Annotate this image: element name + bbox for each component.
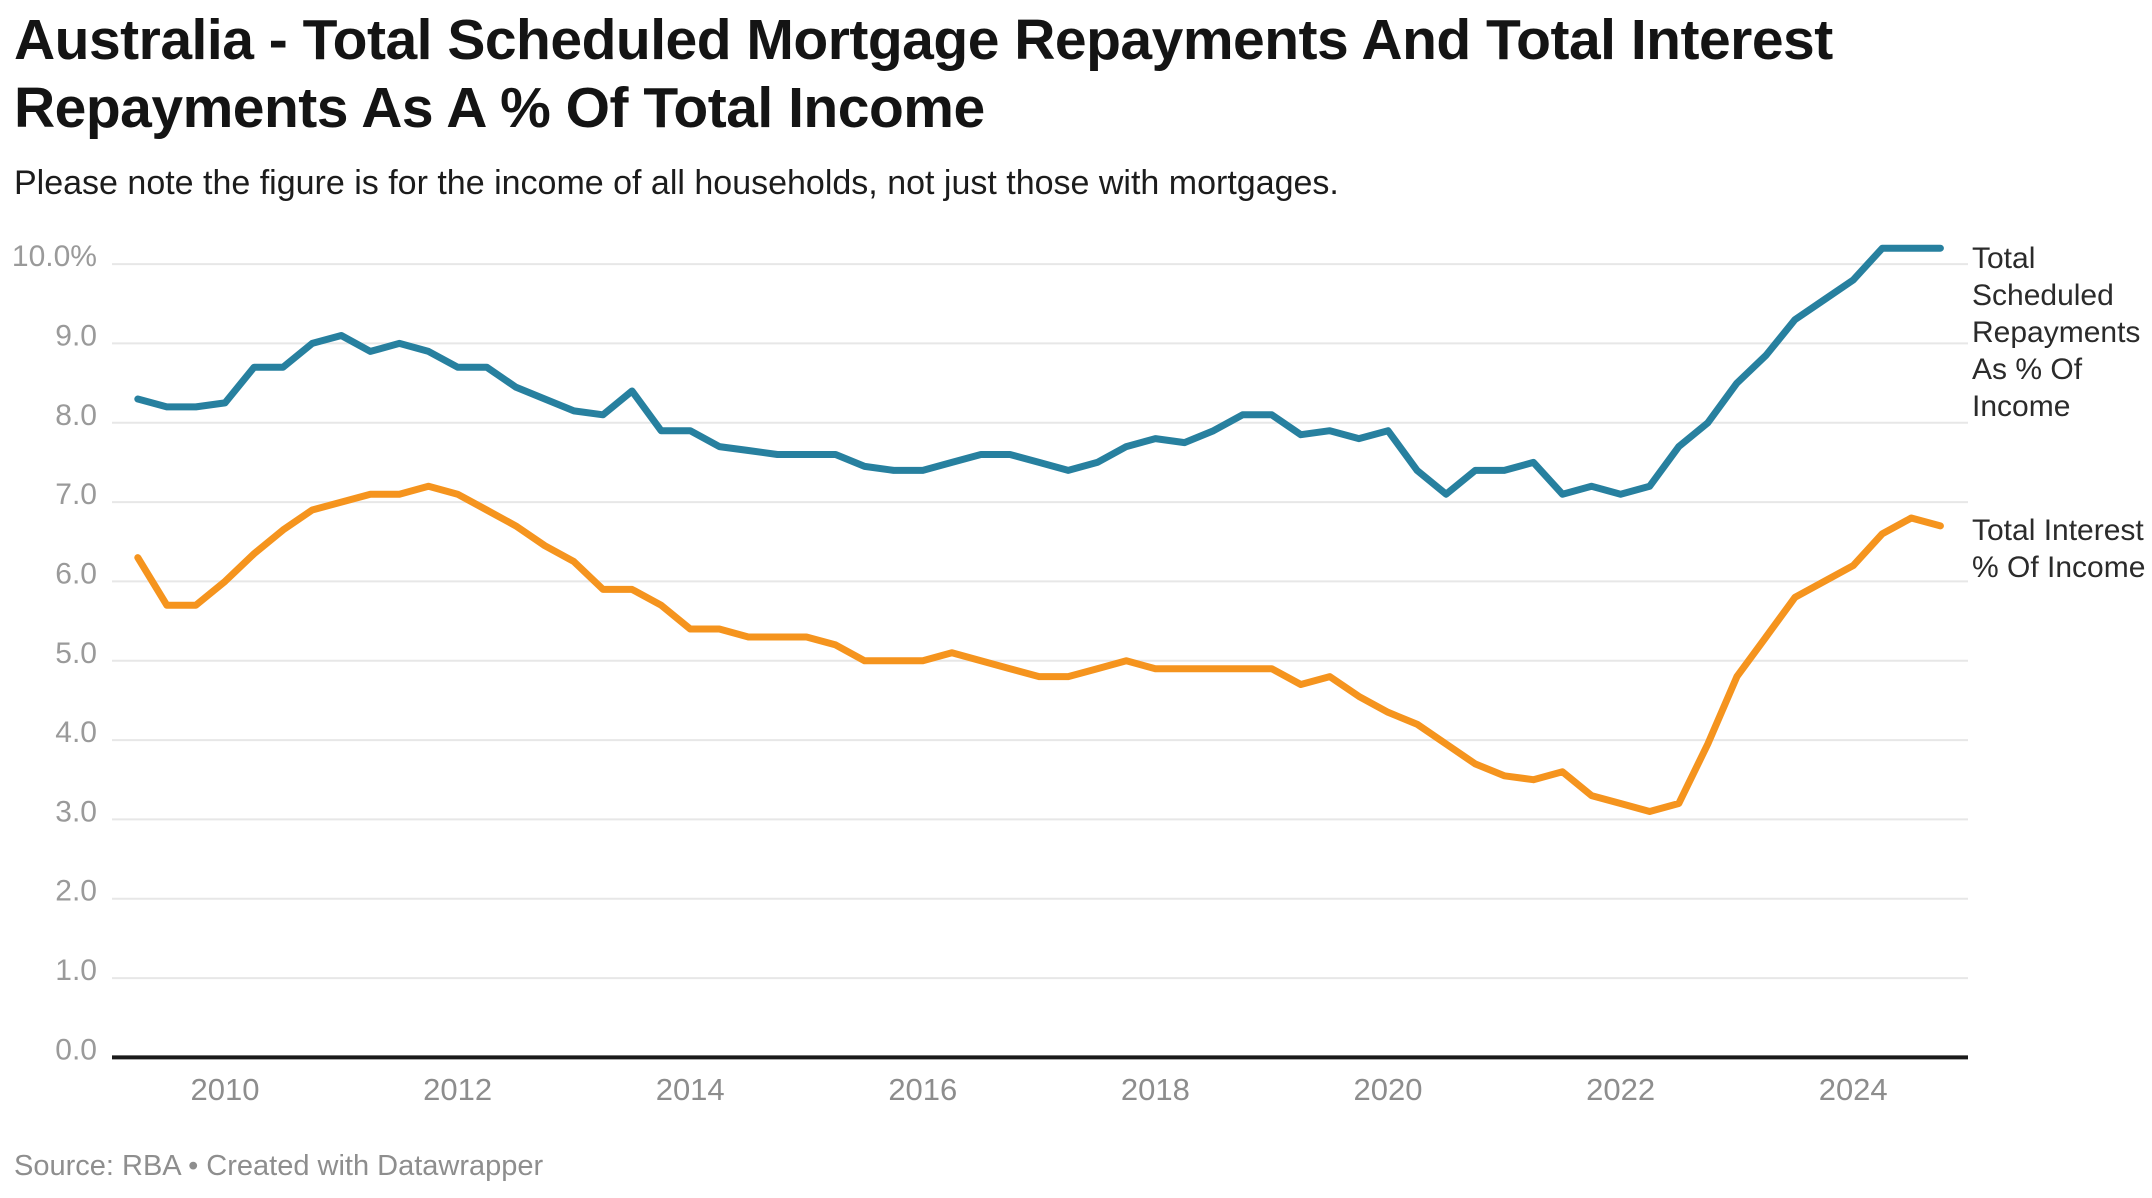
y-axis-label: 1.0 [55, 954, 97, 987]
y-axis-label: 9.0 [55, 319, 97, 352]
series-line-scheduled-repayments [134, 244, 1944, 498]
y-axis-label: 10.0% [12, 240, 97, 273]
y-axis-label: 0.0 [55, 1033, 97, 1066]
x-axis-label: 2014 [656, 1072, 725, 1107]
y-axis-label: 2.0 [55, 875, 97, 908]
x-axis-label: 2020 [1354, 1072, 1423, 1107]
y-axis-label: 8.0 [55, 399, 97, 432]
chart-title-line2: Repayments As A % Of Total Income [14, 76, 985, 140]
series-line-total-interest [134, 482, 1944, 815]
y-axis-label: 7.0 [55, 478, 97, 511]
y-axis-label: 5.0 [55, 637, 97, 670]
x-axis-label: 2010 [191, 1072, 260, 1107]
x-axis-label: 2012 [423, 1072, 492, 1107]
source-note: Source: RBA • Created with Datawrapper [14, 1150, 544, 1182]
x-axis-label: 2016 [888, 1072, 957, 1107]
legend-label-interest: Total Interest % Of Income [1972, 514, 2146, 584]
chart-subtitle: Please note the figure is for the income… [14, 164, 1339, 202]
chart-title: Australia - Total Scheduled Mortgage Rep… [14, 6, 1994, 142]
x-axis-label: 2024 [1819, 1072, 1888, 1107]
chart-title-line1: Australia - Total Scheduled Mortgage Rep… [14, 8, 1833, 72]
x-axis-label: 2022 [1586, 1072, 1655, 1107]
y-axis-label: 4.0 [55, 716, 97, 749]
y-axis-label: 6.0 [55, 557, 97, 590]
legend-label-scheduled-repayments: Total Scheduled Repayments As % Of Incom… [1972, 242, 2141, 423]
x-axis-label: 2018 [1121, 1072, 1190, 1107]
y-axis-label: 3.0 [55, 795, 97, 828]
